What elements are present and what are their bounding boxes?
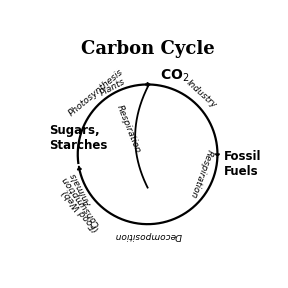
Text: Respiration: Respiration <box>115 103 143 154</box>
Text: Carbon Cycle: Carbon Cycle <box>81 40 215 58</box>
Text: Consumption: Consumption <box>60 174 102 228</box>
Text: (Food Web): (Food Web) <box>60 188 101 233</box>
Text: Respiration: Respiration <box>188 148 214 199</box>
Text: Sugars,
Starches: Sugars, Starches <box>49 124 107 152</box>
Text: Decomposition: Decomposition <box>114 231 181 240</box>
Text: Fossil
Fuels: Fossil Fuels <box>224 150 262 178</box>
Text: Photosynthesis: Photosynthesis <box>67 67 125 118</box>
Text: CO$_2$: CO$_2$ <box>160 67 189 84</box>
Text: Animals: Animals <box>70 171 94 207</box>
Text: Plants: Plants <box>98 77 126 98</box>
Text: Industry: Industry <box>185 78 219 110</box>
